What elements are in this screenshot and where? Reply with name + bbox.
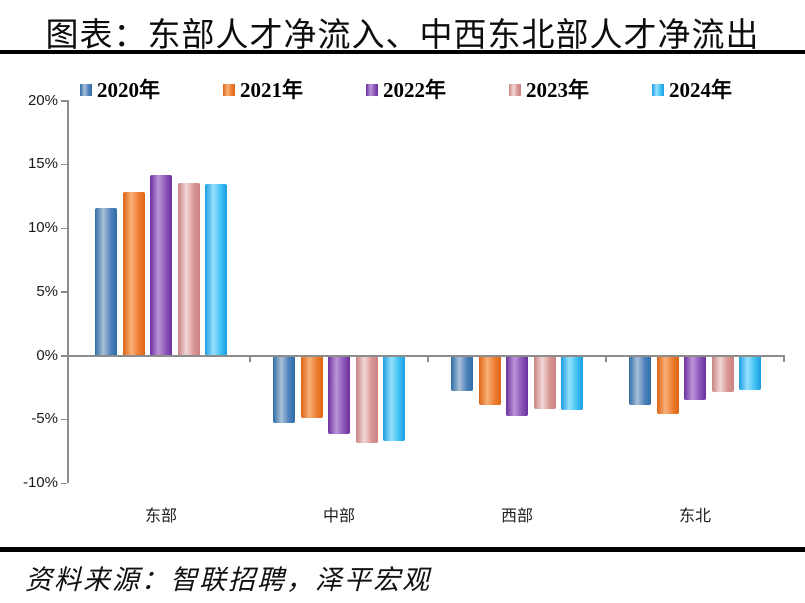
y-axis-tick-label: 5% [36,282,58,300]
legend-swatch-icon [509,84,521,96]
legend-item-2020年: 2020年 [80,78,160,102]
y-axis-tick [61,163,67,166]
bar-西部-2022年 [506,356,528,417]
bar-中部-2023年 [355,356,378,444]
bar-中部-2022年 [328,356,350,435]
y-axis-tick [61,291,67,293]
bar-东北-2020年 [629,356,651,405]
bar-东北-2021年 [656,356,679,414]
bar-中部-2020年 [273,356,295,423]
legend-swatch-icon [652,84,664,96]
y-axis-tick-label: 0% [36,346,58,364]
y-axis-tick [61,227,67,229]
legend-label: 2020年 [97,78,160,102]
y-axis-tick-label: -5% [31,410,58,428]
footer-divider-line [0,547,805,552]
bar-东北-2024年 [739,356,761,390]
source-note: 资料来源：智联招聘，泽平宏观 [25,565,431,595]
legend-item-2024年: 2024年 [652,78,732,102]
x-axis-category-label: 西部 [500,508,533,525]
legend-label: 2021年 [240,78,303,102]
bar-中部-2021年 [300,356,323,418]
bar-西部-2021年 [478,356,501,405]
legend-item-2023年: 2023年 [509,78,589,102]
x-axis-zero-line [67,355,784,357]
bar-东北-2022年 [684,356,706,400]
chart-title: 图表：东部人才净流入、中西东北部人才净流出 [45,18,760,54]
y-axis-tick [61,100,67,102]
legend-item-2021年: 2021年 [223,78,303,102]
y-axis-tick-label: -10% [22,474,58,491]
x-axis-category-label: 东部 [144,508,177,525]
x-axis-tick [783,355,785,362]
legend-label: 2023年 [526,78,589,102]
bar-chart: 2020年 2021年 2022年 2023年 2024年 20% 15% 10% 5% 0% -5… [0,60,805,547]
bar-东部-2022年 [150,175,172,355]
x-axis-tick [427,355,429,362]
y-axis-tick [61,482,67,484]
bar-西部-2023年 [533,356,556,409]
legend-label: 2022年 [383,78,446,102]
bar-东北-2023年 [711,356,734,393]
x-axis-category-label: 中部 [322,508,355,525]
y-axis-tick-label: 15% [27,155,58,173]
title-divider-line [0,50,805,54]
y-axis-tick-label: 10% [27,219,58,236]
bar-东部-2024年 [205,184,227,355]
bar-东部-2021年 [122,191,145,355]
legend-swatch-icon [223,84,235,96]
x-axis-category-label: 东北 [678,508,711,525]
legend-swatch-icon [80,84,92,96]
legend-swatch-icon [366,84,378,96]
bar-西部-2020年 [451,356,473,391]
y-axis-tick-label: 20% [27,91,58,109]
bar-东部-2020年 [95,208,117,355]
legend-label: 2024年 [669,78,732,102]
bar-西部-2024年 [561,356,583,411]
y-axis-line [67,100,69,483]
bar-东部-2023年 [177,182,200,355]
legend-item-2022年: 2022年 [366,78,446,102]
y-axis-tick [61,418,67,421]
x-axis-tick [249,355,251,362]
y-axis-tick [61,355,67,357]
x-axis-tick [605,355,607,362]
bar-中部-2024年 [383,356,405,441]
